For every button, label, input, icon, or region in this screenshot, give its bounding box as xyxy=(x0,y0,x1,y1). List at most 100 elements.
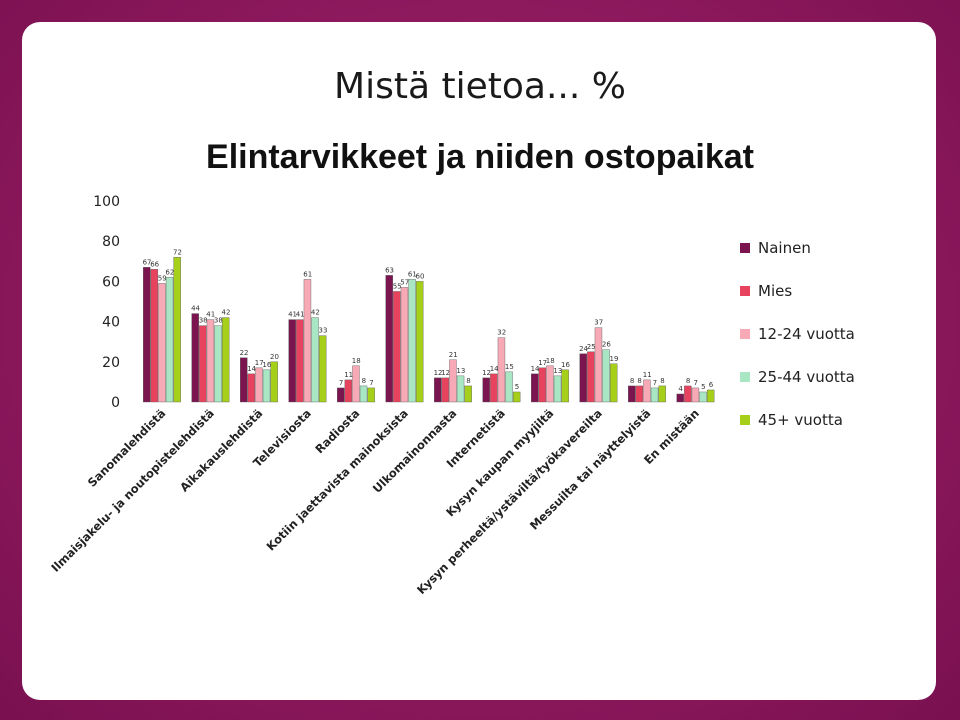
y-tick-label: 60 xyxy=(102,274,120,290)
bar xyxy=(579,353,587,403)
bar xyxy=(546,365,554,403)
data-label: 32 xyxy=(497,329,506,337)
bar xyxy=(143,267,151,403)
bar xyxy=(385,275,393,403)
bar xyxy=(367,387,375,403)
data-label: 41 xyxy=(296,311,305,319)
bar xyxy=(352,365,360,403)
data-label: 8 xyxy=(686,377,690,385)
data-label: 7 xyxy=(694,379,698,387)
data-label: 8 xyxy=(362,377,366,385)
data-label: 18 xyxy=(352,357,361,365)
data-label: 22 xyxy=(240,349,249,357)
data-label: 59 xyxy=(158,274,167,282)
chart-legend: Nainen Mies 12-24 vuotta 25-44 vuotta 45+ vu… xyxy=(740,226,855,441)
bar xyxy=(150,269,159,403)
bar xyxy=(206,319,215,403)
data-label: 41 xyxy=(288,311,297,319)
data-label: 55 xyxy=(393,282,402,290)
data-label: 26 xyxy=(602,341,611,349)
bar xyxy=(303,279,312,403)
bar xyxy=(400,287,409,403)
legend-item: 12-24 vuotta xyxy=(740,312,855,355)
legend-label: Mies xyxy=(758,281,793,300)
data-label: 24 xyxy=(579,345,588,353)
legend-item: Mies xyxy=(740,269,855,312)
legend-item: Nainen xyxy=(740,226,855,269)
bar xyxy=(337,387,345,403)
bar xyxy=(255,367,263,403)
data-label: 63 xyxy=(385,266,394,274)
bar xyxy=(449,359,457,403)
data-label: 16 xyxy=(262,361,271,369)
data-label: 38 xyxy=(199,317,208,325)
data-label: 5 xyxy=(701,383,705,391)
data-label: 25 xyxy=(587,343,596,351)
bar xyxy=(699,391,707,403)
bar xyxy=(676,393,684,403)
bar xyxy=(635,385,644,403)
legend-swatch xyxy=(740,371,750,382)
data-label: 38 xyxy=(214,317,223,325)
data-label: 18 xyxy=(546,357,555,365)
bar xyxy=(490,373,498,403)
data-label: 7 xyxy=(369,379,373,387)
y-tick-label: 100 xyxy=(93,194,120,210)
x-category-label: Ulkomainonnasta xyxy=(370,406,459,495)
data-label: 11 xyxy=(643,371,652,379)
data-label: 15 xyxy=(505,363,514,371)
bar xyxy=(165,277,174,403)
data-label: 5 xyxy=(515,383,519,391)
bar xyxy=(270,361,278,403)
legend-label: 12-24 vuotta xyxy=(758,324,855,343)
bar xyxy=(415,281,424,403)
bar xyxy=(512,391,521,403)
bar xyxy=(393,291,401,403)
bar xyxy=(602,349,610,403)
bar xyxy=(609,363,618,403)
data-label: 57 xyxy=(400,278,409,286)
y-tick-label: 40 xyxy=(102,315,120,331)
bar xyxy=(344,379,353,403)
legend-label: Nainen xyxy=(758,238,811,257)
data-label: 17 xyxy=(538,359,547,367)
x-category-label: Kysyn perheeltä/ystäviltä/työkavereilta xyxy=(414,406,605,597)
bar xyxy=(288,319,296,403)
data-label: 12 xyxy=(441,369,450,377)
bar xyxy=(658,385,666,403)
legend-swatch xyxy=(740,285,750,296)
bar xyxy=(199,325,207,403)
bar xyxy=(628,385,636,403)
data-label: 42 xyxy=(311,309,320,317)
legend-label: 45+ vuotta xyxy=(758,410,843,429)
bar xyxy=(221,317,230,403)
bar xyxy=(691,387,700,403)
bar xyxy=(311,317,319,403)
y-tick-label: 20 xyxy=(102,355,120,371)
legend-swatch xyxy=(740,414,750,425)
bar xyxy=(482,377,490,403)
bar xyxy=(587,351,595,403)
bar xyxy=(158,283,166,403)
slide-title: Mistä tietoa... % xyxy=(334,66,626,107)
bar xyxy=(240,357,248,403)
data-label: 21 xyxy=(449,351,458,359)
bar xyxy=(497,337,506,403)
data-label: 72 xyxy=(173,248,182,256)
bar xyxy=(441,377,450,403)
data-label: 13 xyxy=(456,367,465,375)
data-label: 14 xyxy=(490,365,499,373)
data-label: 60 xyxy=(415,272,424,280)
bar xyxy=(359,385,368,403)
legend-item: 45+ vuotta xyxy=(740,398,855,441)
bar xyxy=(247,373,256,403)
data-label: 41 xyxy=(206,311,215,319)
data-label: 4 xyxy=(678,385,683,393)
bar xyxy=(262,369,271,403)
bar xyxy=(191,313,199,403)
data-label: 33 xyxy=(318,327,327,335)
bar xyxy=(434,377,442,403)
bar xyxy=(456,375,465,403)
data-label: 13 xyxy=(553,367,562,375)
